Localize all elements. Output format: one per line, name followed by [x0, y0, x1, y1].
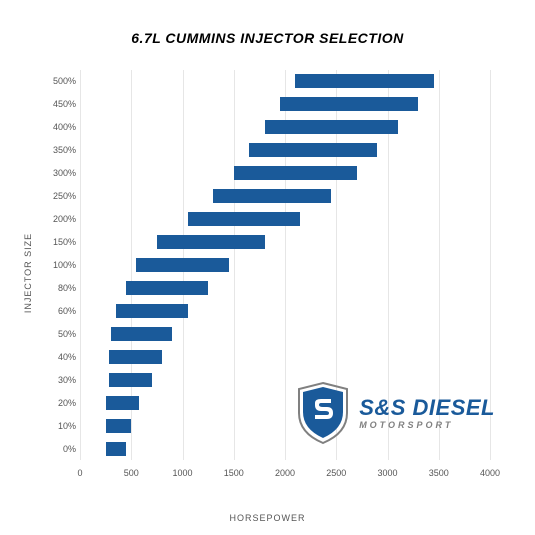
y-tick-label: 50% — [50, 329, 76, 339]
shield-icon — [295, 381, 351, 445]
y-tick-label: 20% — [50, 398, 76, 408]
y-tick-label: 500% — [50, 76, 76, 86]
bar — [157, 235, 265, 249]
x-axis-title: HORSEPOWER — [229, 513, 305, 523]
brand-logo: S&S DIESEL MOTORSPORT — [295, 381, 495, 445]
y-axis-title: INJECTOR SIZE — [23, 232, 33, 312]
chart-title: 6.7L CUMMINS INJECTOR SELECTION — [0, 30, 535, 46]
y-tick-label: 0% — [50, 444, 76, 454]
x-tick-label: 3500 — [429, 468, 449, 478]
y-tick-label: 10% — [50, 421, 76, 431]
bar — [106, 419, 132, 433]
x-tick-label: 2000 — [275, 468, 295, 478]
y-tick-label: 100% — [50, 260, 76, 270]
x-tick-label: 500 — [124, 468, 139, 478]
y-tick-label: 450% — [50, 99, 76, 109]
bar — [234, 166, 357, 180]
bar — [106, 442, 127, 456]
y-tick-label: 200% — [50, 214, 76, 224]
bar — [111, 327, 173, 341]
y-tick-label: 40% — [50, 352, 76, 362]
x-tick-label: 1500 — [224, 468, 244, 478]
gridline — [80, 70, 81, 460]
gridline — [234, 70, 235, 460]
bar — [109, 350, 162, 364]
x-tick-label: 0 — [77, 468, 82, 478]
bar — [116, 304, 188, 318]
bar — [249, 143, 377, 157]
brand-name: S&S DIESEL — [359, 397, 495, 419]
x-tick-label: 4000 — [480, 468, 500, 478]
y-tick-label: 60% — [50, 306, 76, 316]
bar — [295, 74, 433, 88]
bar — [188, 212, 301, 226]
bar — [109, 373, 152, 387]
bar — [265, 120, 398, 134]
x-tick-label: 2500 — [326, 468, 346, 478]
bar — [106, 396, 140, 410]
brand-sub: MOTORSPORT — [359, 421, 495, 430]
bar — [280, 97, 418, 111]
y-tick-label: 150% — [50, 237, 76, 247]
bar — [136, 258, 228, 272]
x-tick-label: 3000 — [377, 468, 397, 478]
y-tick-label: 80% — [50, 283, 76, 293]
y-tick-label: 350% — [50, 145, 76, 155]
x-tick-label: 1000 — [172, 468, 192, 478]
y-tick-label: 300% — [50, 168, 76, 178]
y-tick-label: 30% — [50, 375, 76, 385]
y-tick-label: 400% — [50, 122, 76, 132]
bar — [126, 281, 208, 295]
bar — [213, 189, 331, 203]
y-tick-label: 250% — [50, 191, 76, 201]
